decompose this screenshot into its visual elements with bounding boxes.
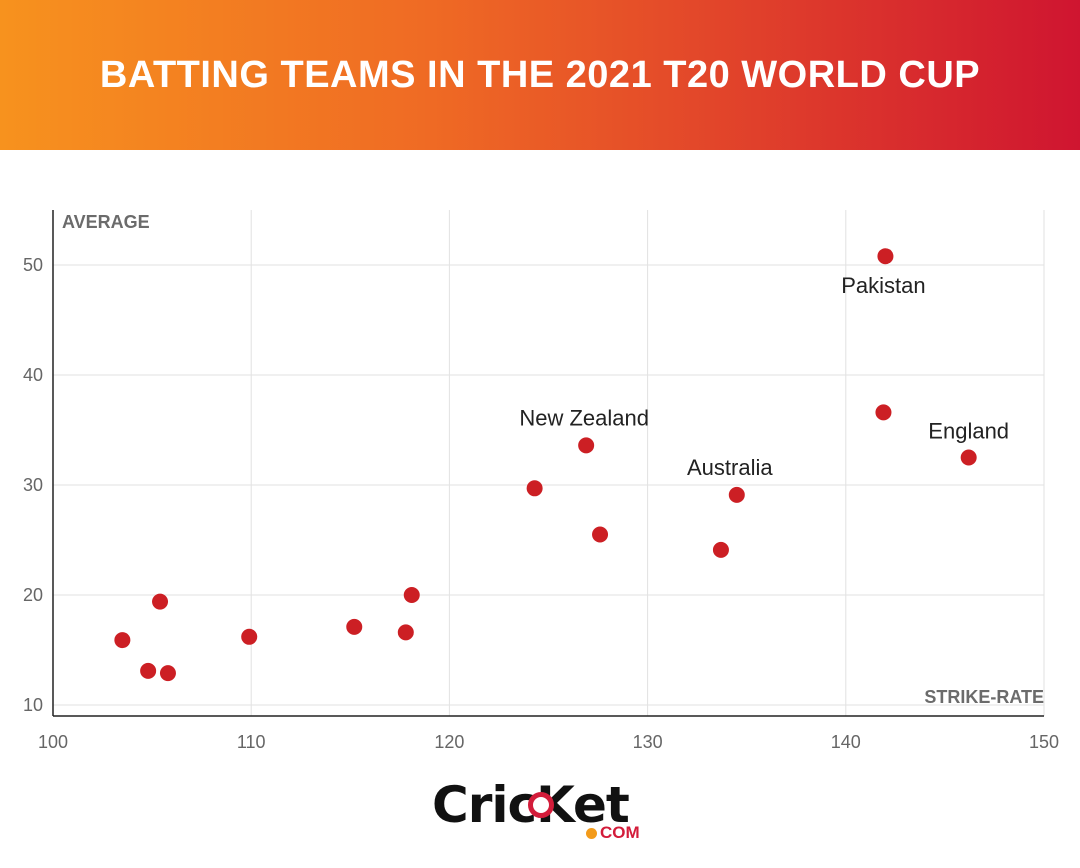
cricket-ball-icon	[528, 792, 554, 818]
data-point	[578, 437, 595, 454]
y-tick-label: 40	[23, 365, 43, 385]
data-point	[526, 480, 543, 497]
data-point	[875, 404, 892, 421]
data-point	[140, 662, 157, 679]
y-tick-label: 50	[23, 255, 43, 275]
point-label: Pakistan	[841, 273, 925, 298]
logo-suffix: COM	[600, 823, 640, 842]
x-tick-label: 100	[38, 732, 68, 752]
data-point	[159, 665, 176, 682]
cricket-com-logo: CricKet COM	[432, 778, 652, 848]
axes	[52, 210, 1044, 717]
x-axis-label: STRIKE-RATE	[924, 687, 1044, 707]
data-point	[152, 593, 169, 610]
chart-title: BATTING TEAMS IN THE 2021 T20 WORLD CUP	[99, 53, 981, 96]
tick-labels: 100 110 120 130 140 150 10 20 30 40 50	[23, 255, 1059, 752]
data-point	[346, 618, 363, 635]
y-tick-label: 10	[23, 695, 43, 715]
data-point	[592, 526, 609, 543]
data-point	[877, 248, 894, 265]
x-tick-label: 110	[237, 732, 266, 752]
point-labels: New Zealand Australia Pakistan England	[519, 273, 1009, 480]
x-tick-label: 140	[831, 732, 861, 752]
y-axis-label: AVERAGE	[62, 212, 150, 232]
x-tick-label: 120	[434, 732, 464, 752]
header-banner: BATTING TEAMS IN THE 2021 T20 WORLD CUP	[0, 0, 1080, 150]
data-point	[241, 628, 258, 645]
x-tick-label: 130	[633, 732, 663, 752]
y-tick-label: 20	[23, 585, 43, 605]
point-label: New Zealand	[519, 405, 649, 430]
data-point	[960, 449, 977, 466]
data-points	[114, 248, 977, 682]
x-tick-label: 150	[1029, 732, 1059, 752]
data-point	[728, 486, 745, 503]
data-point	[403, 587, 420, 603]
y-tick-label: 30	[23, 475, 43, 495]
logo-dot-icon	[586, 828, 597, 839]
data-point	[712, 541, 729, 558]
point-label: Australia	[687, 455, 773, 480]
grid-lines	[53, 210, 1045, 716]
data-point	[397, 624, 414, 641]
point-label: England	[928, 419, 1009, 444]
data-point	[114, 632, 131, 649]
